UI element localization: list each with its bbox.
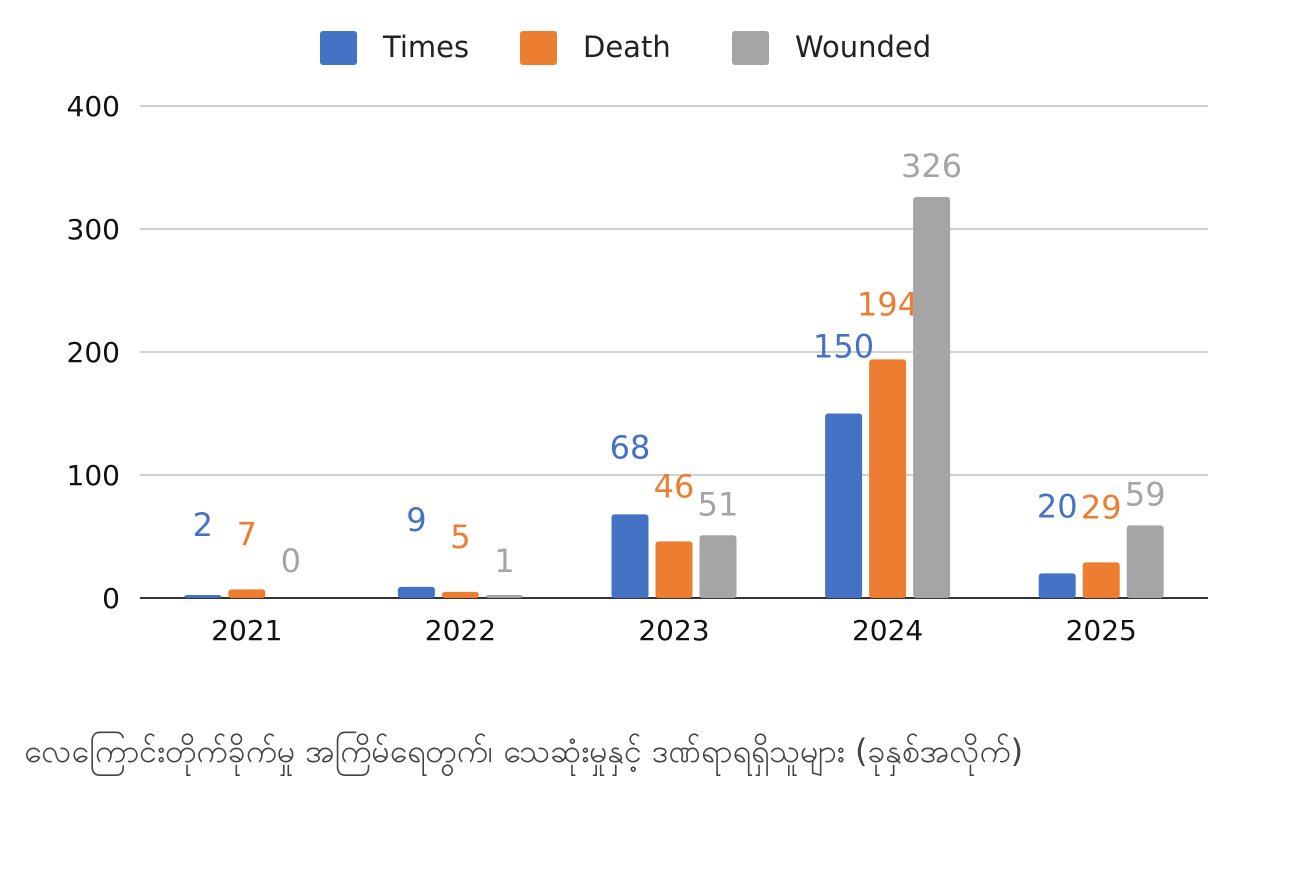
y-tick-label: 400	[67, 90, 120, 123]
legend-swatch	[732, 31, 769, 65]
data-label: 0	[281, 542, 301, 580]
bar	[397, 586, 435, 598]
bar	[485, 595, 523, 598]
bar	[228, 589, 266, 598]
bar	[699, 535, 737, 598]
legend-swatch	[320, 31, 357, 65]
data-label: 326	[901, 147, 962, 185]
data-label: 150	[813, 328, 874, 366]
legend-label: Death	[583, 30, 671, 64]
data-label: 9	[406, 501, 426, 539]
x-tick-label: 2024	[852, 614, 923, 647]
legend-swatch	[520, 31, 557, 65]
bar	[1082, 562, 1120, 598]
bar	[1038, 573, 1076, 598]
y-tick-label: 100	[67, 459, 120, 492]
bar	[441, 591, 479, 598]
data-label: 1	[494, 542, 514, 580]
bar	[184, 595, 222, 598]
bar	[913, 197, 951, 598]
data-label: 194	[857, 285, 918, 323]
data-label: 59	[1125, 475, 1166, 513]
y-tick-label: 300	[67, 213, 120, 246]
data-label: 2	[193, 506, 213, 544]
bar	[1126, 525, 1164, 598]
bar	[825, 413, 863, 598]
y-tick-label: 200	[67, 336, 120, 369]
data-label: 46	[654, 467, 695, 505]
bar	[655, 541, 693, 598]
bar	[611, 514, 649, 598]
y-tick-label: 0	[102, 582, 120, 615]
data-label: 5	[450, 518, 470, 556]
x-tick-label: 2021	[211, 614, 282, 647]
data-label: 20	[1037, 487, 1078, 525]
bar	[869, 359, 907, 598]
x-tick-label: 2023	[638, 614, 709, 647]
data-label: 51	[698, 485, 739, 523]
data-label: 68	[610, 428, 651, 466]
x-tick-label: 2022	[425, 614, 496, 647]
legend-label: Times	[382, 30, 469, 64]
chart-caption: လေကြောင်းတိုက်ခိုက်မှု အကြိမ်ရေတွက်၊ သေဆ…	[24, 732, 1024, 770]
legend-label: Wounded	[795, 30, 931, 64]
x-tick-label: 2025	[1066, 614, 1137, 647]
data-label: 29	[1081, 488, 1122, 526]
data-label: 7	[237, 515, 257, 553]
